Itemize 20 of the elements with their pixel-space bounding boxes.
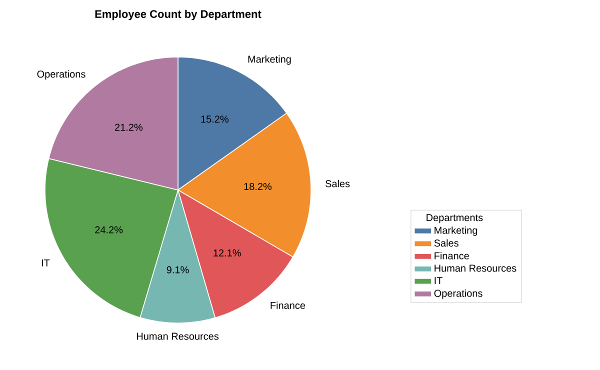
legend-label: Sales: [434, 239, 458, 247]
data-label: 24.2%: [95, 226, 123, 234]
slice-label: Marketing: [248, 55, 291, 65]
legend-label: IT: [434, 277, 442, 284]
slice-label: IT: [42, 259, 50, 266]
data-label: 12.1%: [214, 249, 241, 256]
chart-title: Employee Count by Department: [95, 10, 262, 20]
data-label: 9.1%: [166, 266, 189, 274]
slice-label: Operations: [37, 70, 86, 80]
data-label: 21.2%: [115, 124, 143, 131]
data-label: 15.2%: [201, 116, 228, 123]
legend-label: Finance: [434, 252, 469, 260]
legend-label: Operations: [434, 290, 482, 299]
slice-label: Finance: [270, 302, 306, 309]
data-label: 18.2%: [244, 182, 272, 190]
legend-title: Departments: [426, 214, 483, 224]
slice-label: Human Resources: [136, 332, 219, 340]
slice-label: Sales: [326, 180, 350, 188]
legend-label: Human Resources: [434, 264, 516, 272]
legend-label: Marketing: [434, 226, 478, 236]
